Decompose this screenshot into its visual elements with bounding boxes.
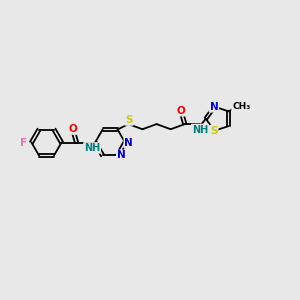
Text: NH: NH — [84, 143, 100, 153]
Text: S: S — [125, 115, 133, 125]
Text: CH₃: CH₃ — [232, 102, 250, 111]
Text: NH: NH — [192, 124, 208, 134]
Text: S: S — [210, 126, 218, 136]
Text: O: O — [68, 124, 77, 134]
Text: O: O — [177, 106, 186, 116]
Text: N: N — [209, 102, 218, 112]
Text: N: N — [117, 151, 126, 160]
Text: N: N — [124, 137, 133, 148]
Text: F: F — [20, 137, 28, 148]
